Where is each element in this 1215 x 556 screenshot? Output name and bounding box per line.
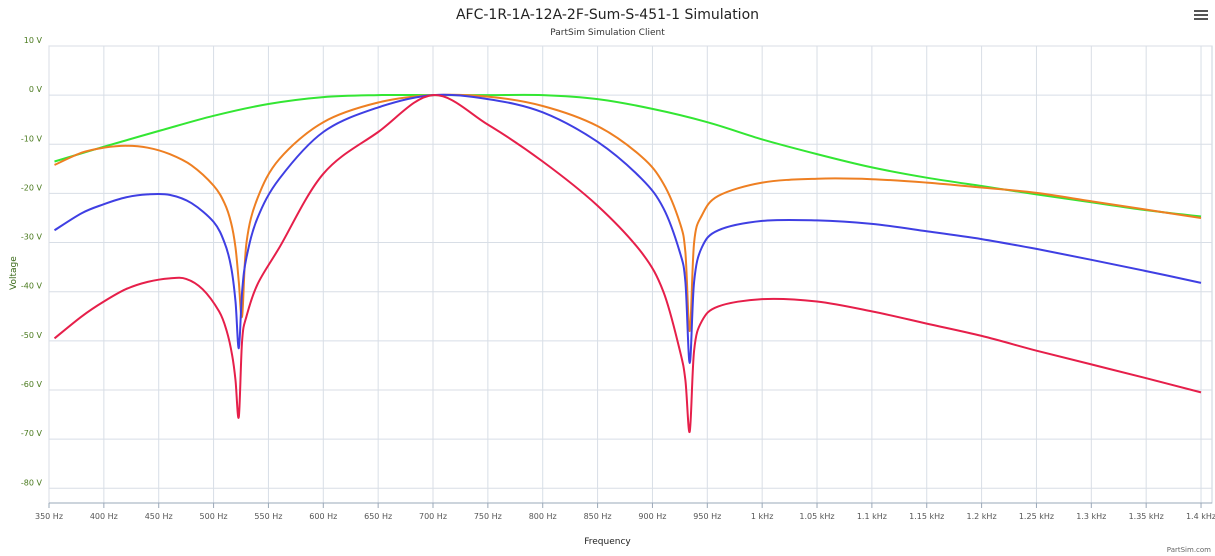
x-tick-label: 1.15 kHz <box>909 512 944 521</box>
x-axis-label: Frequency <box>584 537 631 547</box>
series-line-2 <box>54 93 1202 333</box>
y-tick-label: 10 V <box>24 36 43 45</box>
x-tick-label: 550 Hz <box>254 512 282 521</box>
x-tick-label: 700 Hz <box>419 512 447 521</box>
y-tick-label: -20 V <box>21 183 43 192</box>
x-tick-label: 1.35 kHz <box>1129 512 1164 521</box>
x-tick-label: 450 Hz <box>145 512 173 521</box>
x-tick-label: 1 kHz <box>751 512 773 521</box>
x-tick-label: 500 Hz <box>200 512 228 521</box>
y-tick-label: -80 V <box>21 478 43 487</box>
y-tick-label: -70 V <box>21 429 43 438</box>
y-tick-label: -30 V <box>21 233 43 242</box>
plot-frame <box>48 45 1213 504</box>
y-tick-label: -50 V <box>21 331 43 340</box>
x-tick-label: 950 Hz <box>693 512 721 521</box>
y-tick-label: -60 V <box>21 380 43 389</box>
y-tick-label: -10 V <box>21 134 43 143</box>
x-tick-label: 1.3 kHz <box>1076 512 1106 521</box>
menu-icon[interactable] <box>1194 10 1208 24</box>
x-tick-label: 1.1 kHz <box>857 512 887 521</box>
x-tick-label: 350 Hz <box>35 512 63 521</box>
series-line-4 <box>53 94 1202 433</box>
chart-title: AFC-1R-1A-12A-2F-Sum-S-451-1 Simulation <box>455 7 760 23</box>
credit-text: PartSim.com <box>1166 546 1211 554</box>
x-tick-label: 600 Hz <box>309 512 337 521</box>
series-line-1 <box>54 93 1202 218</box>
x-tick-label: 1.05 kHz <box>799 512 834 521</box>
series-line-3 <box>53 93 1202 364</box>
x-tick-label: 750 Hz <box>474 512 502 521</box>
y-tick-label: -40 V <box>21 282 43 291</box>
y-tick-label: 0 V <box>29 85 43 94</box>
x-tick-label: 650 Hz <box>364 512 392 521</box>
x-tick-label: 900 Hz <box>638 512 666 521</box>
x-tick-label: 1.4 kHz <box>1186 512 1215 521</box>
x-tick-label: 800 Hz <box>529 512 557 521</box>
x-tick-label: 850 Hz <box>584 512 612 521</box>
x-tick-label: 1.2 kHz <box>967 512 997 521</box>
x-tick-label: 400 Hz <box>90 512 118 521</box>
chart-subtitle: PartSim Simulation Client <box>550 28 665 38</box>
x-tick-label: 1.25 kHz <box>1019 512 1054 521</box>
